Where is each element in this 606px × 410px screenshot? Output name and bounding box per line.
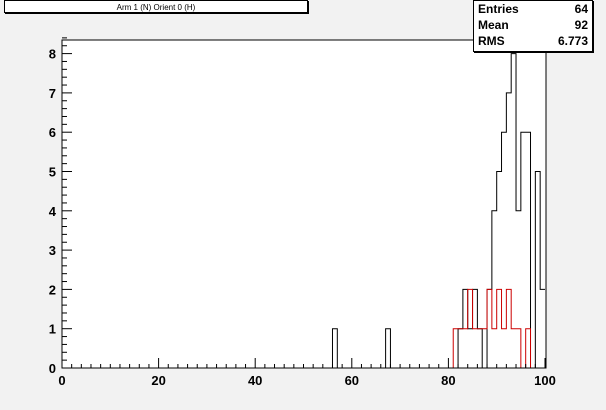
y-tick-label: 5 bbox=[49, 165, 56, 180]
y-tick-label: 4 bbox=[49, 204, 57, 219]
stat-entries-label: Entries bbox=[478, 2, 519, 16]
plot-frame bbox=[61, 39, 547, 369]
x-tick-label: 40 bbox=[248, 373, 262, 388]
stat-rms-label: RMS bbox=[478, 34, 505, 48]
y-tick-label: 7 bbox=[49, 86, 56, 101]
axis-layer: 0 20 40 60 80 100 0 1 2 3 4 5 6 7 8 bbox=[49, 37, 556, 388]
stat-rms: RMS 6.773 bbox=[478, 33, 588, 49]
y-tick-label: 0 bbox=[49, 361, 56, 376]
y-tick-label: 3 bbox=[49, 243, 56, 258]
stat-mean-value: 92 bbox=[574, 18, 588, 32]
y-tick-label: 6 bbox=[49, 125, 56, 140]
stat-entries-value: 64 bbox=[574, 2, 588, 16]
histogram-title: Arm 1 (N) Orient 0 (H) bbox=[4, 0, 308, 13]
stat-mean: Mean 92 bbox=[478, 17, 588, 33]
stats-box: Entries 64 Mean 92 RMS 6.773 bbox=[473, 0, 593, 52]
y-tick-label: 2 bbox=[49, 282, 56, 297]
y-tick-label: 8 bbox=[49, 47, 56, 62]
x-tick-label: 80 bbox=[441, 373, 455, 388]
x-tick-label: 100 bbox=[534, 373, 556, 388]
x-tick-label: 0 bbox=[58, 373, 65, 388]
stat-entries: Entries 64 bbox=[478, 1, 588, 17]
y-tick-label: 1 bbox=[49, 322, 56, 337]
x-tick-label: 20 bbox=[151, 373, 165, 388]
x-tick-label: 60 bbox=[345, 373, 359, 388]
stat-mean-label: Mean bbox=[478, 18, 509, 32]
stat-rms-value: 6.773 bbox=[557, 34, 588, 48]
